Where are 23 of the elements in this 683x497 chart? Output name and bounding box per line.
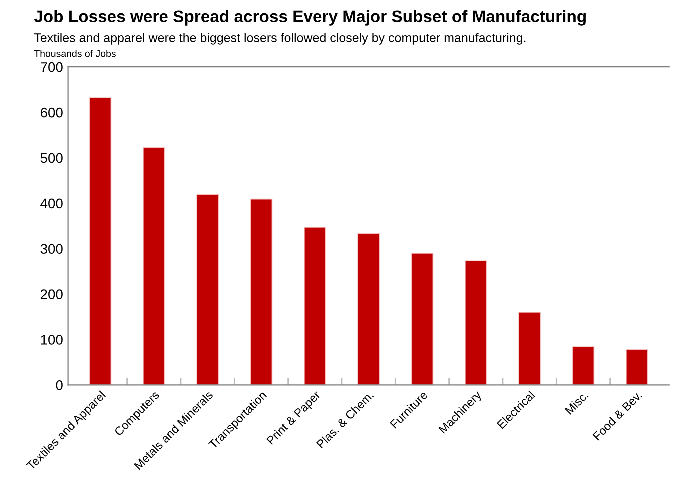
y-tick-label: 300	[40, 244, 63, 254]
chart-title: Job Losses were Spread across Every Major Subset of Manufacturing	[34, 10, 586, 26]
bar	[572, 346, 595, 386]
y-tick-label: 700	[40, 62, 63, 72]
y-tick-label: 400	[40, 198, 63, 209]
bar	[358, 233, 380, 386]
bar	[518, 312, 541, 386]
bar	[626, 349, 648, 386]
y-tick-label: 100	[41, 335, 63, 345]
bar	[411, 252, 434, 386]
y-tick-label: 200	[40, 290, 63, 300]
y-tick-label: 500	[40, 153, 63, 164]
bar	[250, 198, 273, 386]
bar	[464, 260, 488, 386]
bar	[89, 98, 112, 386]
bar	[196, 194, 219, 386]
chart-subtitle: Textiles and apparel were the biggest losers followed closely by computer manufacturing.	[34, 33, 526, 45]
x-tick-label: Misc.	[564, 390, 589, 415]
y-tick-label: 0	[56, 380, 63, 390]
y-axis-title: Thousands of Jobs	[34, 50, 116, 58]
y-tick-label: 600	[40, 108, 63, 118]
bar	[304, 227, 326, 386]
bar	[143, 147, 166, 386]
